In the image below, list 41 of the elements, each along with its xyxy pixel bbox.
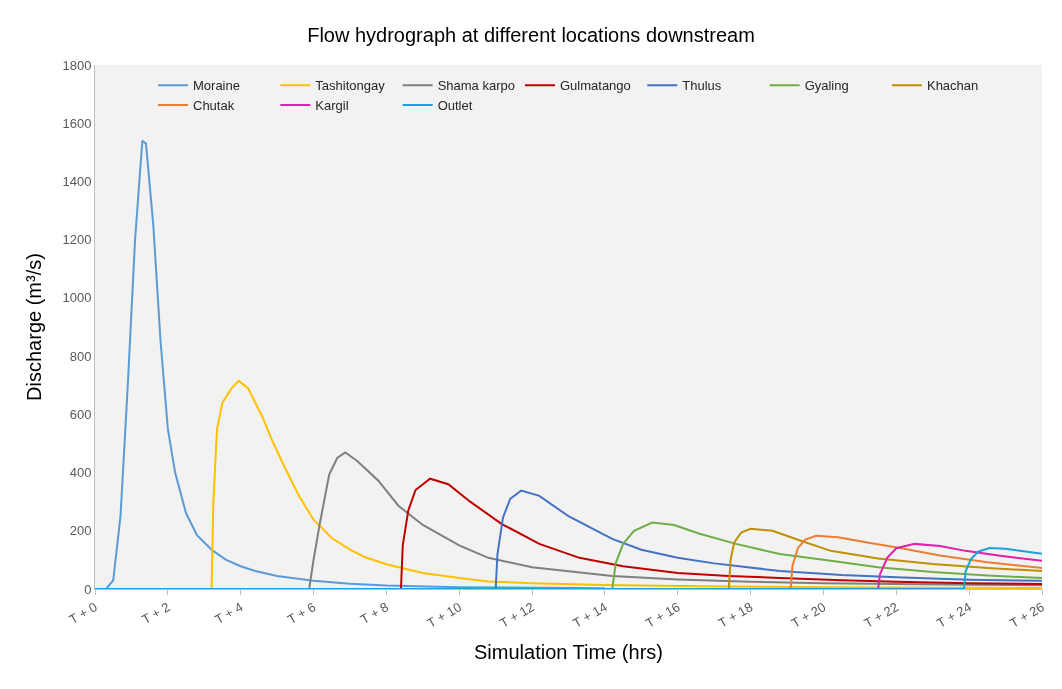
- x-tick-label: T + 24: [934, 599, 974, 631]
- line-series: [727, 527, 1042, 589]
- legend-label: Outlet: [437, 98, 473, 114]
- legend-label: Chutak: [193, 98, 235, 114]
- y-tick-label: 1800: [62, 57, 92, 73]
- chart-title: Flow hydrograph at different locations downstream: [307, 23, 755, 46]
- x-tick-label: T + 2: [139, 599, 173, 628]
- y-tick-label: 800: [69, 348, 92, 364]
- x-tick-label: T + 20: [788, 599, 829, 631]
- x-tick-label: T + 4: [212, 599, 246, 628]
- x-tick-label: T + 18: [715, 599, 756, 631]
- x-tick-label: T + 14: [570, 599, 610, 631]
- x-tick-label: T + 22: [861, 599, 902, 631]
- line-series: [877, 542, 1042, 589]
- legend-label: Gulmatango: [559, 78, 631, 94]
- legend-label: Thulus: [682, 78, 722, 94]
- y-tick-label: 1600: [62, 115, 92, 131]
- y-tick-label: 0: [84, 581, 92, 597]
- y-tick-label: 1400: [62, 173, 92, 189]
- x-tick-label: T + 12: [497, 599, 537, 631]
- legend-label: Tashitongay: [315, 78, 386, 94]
- x-tick-label: T + 16: [642, 599, 683, 631]
- legend-label: Kargil: [315, 98, 349, 114]
- x-tick-label: T + 10: [424, 599, 464, 631]
- y-axis-title: Discharge (m³/s): [22, 253, 45, 401]
- x-tick-label: T + 26: [1007, 599, 1047, 631]
- y-tick-label: 400: [69, 465, 92, 481]
- line-series: [789, 534, 1042, 589]
- y-tick-label: 200: [69, 523, 92, 539]
- legend-label: Khachan: [926, 78, 979, 94]
- y-tick-label: 1000: [62, 290, 92, 306]
- legend-label: Moraine: [193, 78, 240, 94]
- x-axis-title: Simulation Time (hrs): [474, 641, 663, 664]
- legend-label: Shama karpo: [437, 78, 515, 94]
- x-tick-label: T + 6: [285, 599, 319, 628]
- y-tick-label: 1200: [62, 232, 92, 248]
- x-tick-label: T + 0: [66, 599, 100, 628]
- legend-label: Gyaling: [804, 78, 849, 94]
- line-series: [611, 521, 1042, 589]
- y-tick-label: 600: [69, 406, 92, 422]
- x-tick-label: T + 8: [357, 599, 392, 628]
